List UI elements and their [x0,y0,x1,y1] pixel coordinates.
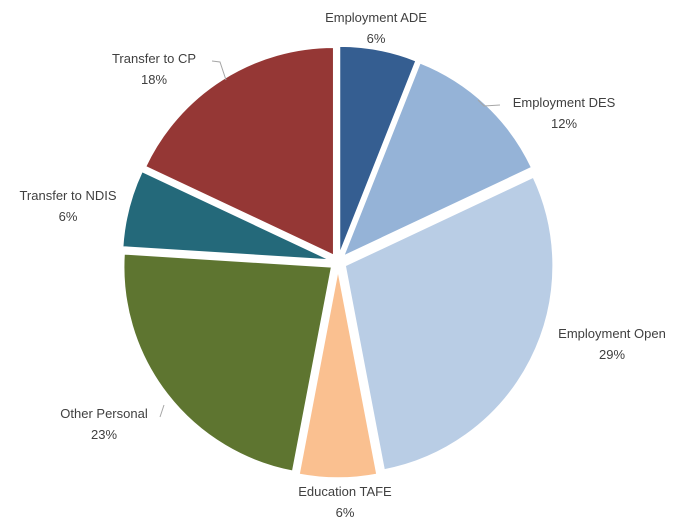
slice-label: Employment ADE [325,10,427,25]
data-labels: Employment ADE 6% Employment DES 12% Employm… [19,10,665,520]
leader-lines [159,60,501,418]
leader-line [211,60,227,81]
pie-slice-transfer-to-ndis [121,170,331,261]
slice-label: Education TAFE [298,484,392,499]
slice-label: Employment DES [513,95,616,110]
slice-label: Transfer to NDIS [19,188,116,203]
slice-label: Other Personal [60,406,148,421]
pie-slice-employment-ade [338,45,418,255]
slice-label: Transfer to CP [112,51,196,66]
slice-value-label: 12% [551,116,577,131]
slice-value-label: 6% [367,31,386,46]
pie-slices [121,45,554,479]
slice-value-label: 6% [59,209,78,224]
leader-line [477,99,501,107]
slice-label: Employment Open [558,326,666,341]
pie-slice-transfer-to-cp [144,46,335,257]
pie-slice-employment-open [344,176,554,471]
pie-slice-employment-des [342,61,533,258]
slice-value-label: 6% [336,505,355,520]
pie-slice-other-personal [122,253,333,473]
leader-line [159,404,165,418]
pie-slice-education-tafe [298,269,378,479]
slice-value-label: 18% [141,72,167,87]
slice-value-label: 23% [91,427,117,442]
slice-value-label: 29% [599,347,625,362]
